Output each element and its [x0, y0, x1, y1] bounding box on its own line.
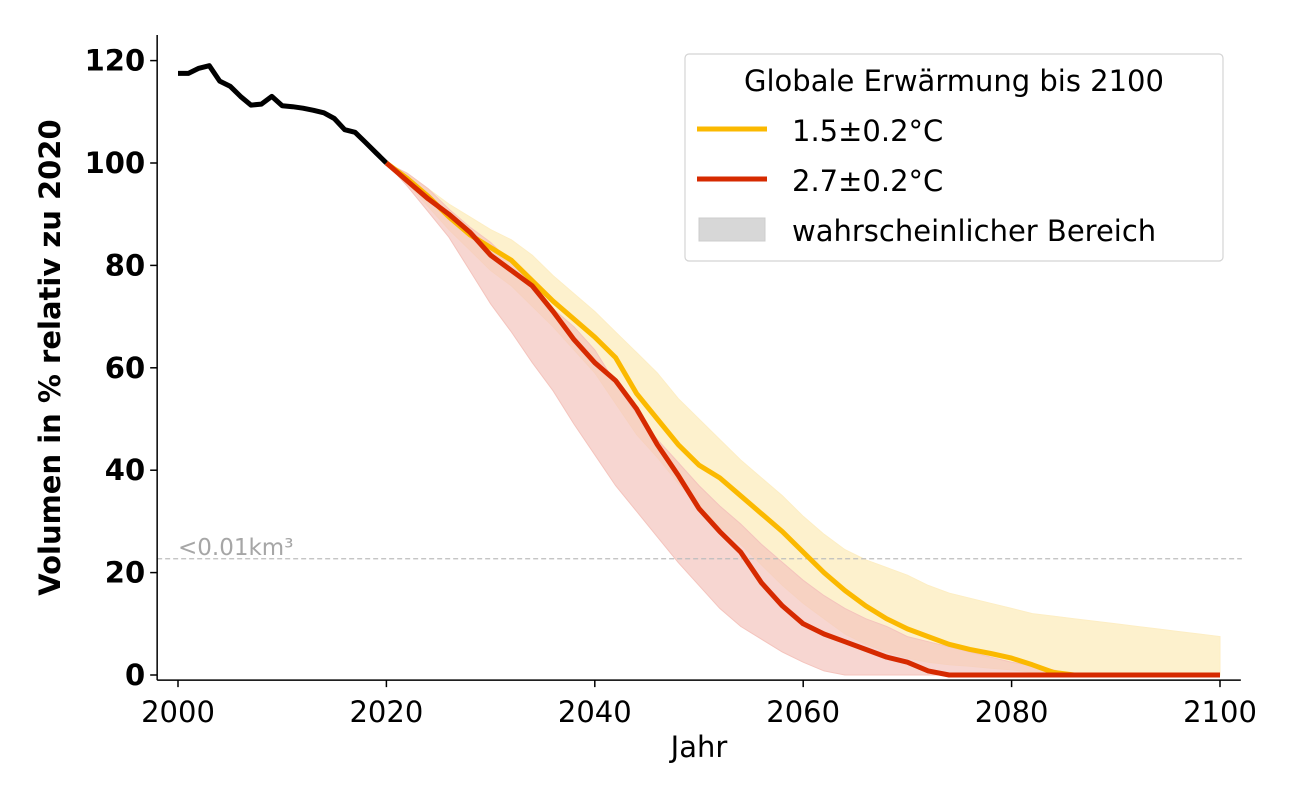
line-historical [178, 63, 389, 165]
x-tick-label: 2080 [975, 695, 1049, 729]
y-tick-label: 0 [125, 658, 145, 692]
legend-label-1-5: 1.5±0.2°C [792, 114, 943, 148]
x-tick-label: 2100 [1183, 695, 1257, 729]
y-tick-label: 40 [105, 453, 145, 487]
y-tick-label: 120 [85, 44, 146, 78]
series-lines [178, 63, 1220, 678]
x-axis-label: Jahr [669, 730, 728, 764]
y-tick-label: 20 [105, 556, 145, 590]
legend-title: Globale Erwärmung bis 2100 [744, 64, 1164, 98]
uncertainty-bands [386, 162, 1221, 676]
band-2-7-0-2-c [386, 162, 1220, 676]
y-tick-label: 100 [85, 146, 146, 180]
legend-label-range: wahrscheinlicher Bereich [792, 214, 1156, 248]
legend-label-2-7: 2.7±0.2°C [792, 164, 943, 198]
threshold-group: <0.01km³ [157, 535, 1242, 561]
line-2-7-0-2-c [384, 161, 1220, 678]
y-axis-label: Volumen in % relativ zu 2020 [33, 119, 67, 595]
x-tick-label: 2040 [558, 695, 632, 729]
y-tick-label: 60 [105, 351, 145, 385]
legend-swatch-range [698, 217, 766, 242]
x-tick-label: 2060 [766, 695, 840, 729]
x-tick-label: 2000 [141, 695, 215, 729]
threshold-label: <0.01km³ [178, 535, 293, 561]
y-ticks: 0 20 40 60 80 100 120 [85, 44, 158, 692]
y-tick-label: 80 [105, 248, 145, 282]
x-ticks: 2000 2020 2040 2060 2080 2100 [141, 680, 1257, 729]
legend-frame [684, 53, 1224, 262]
x-tick-label: 2020 [349, 695, 423, 729]
legend: Globale Erwärmung bis 2100 1.5±0.2°C 2.7… [684, 53, 1224, 262]
